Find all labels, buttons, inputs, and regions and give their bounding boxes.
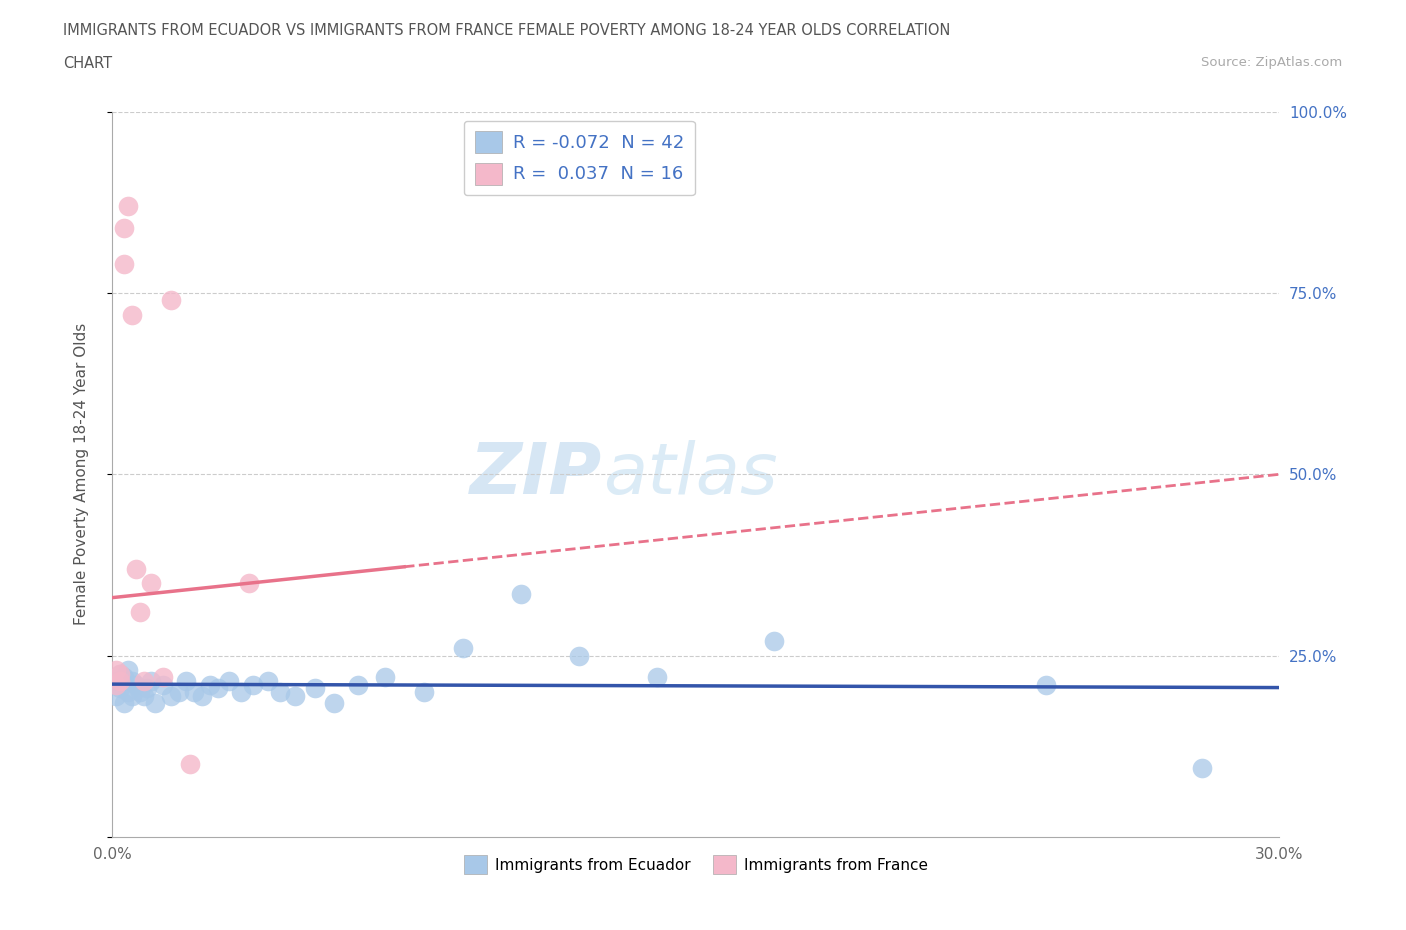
Point <box>128 604 150 619</box>
Point <box>110 666 132 681</box>
Point <box>568 648 591 663</box>
Point <box>762 633 785 648</box>
Point <box>112 220 135 235</box>
Point <box>141 673 163 688</box>
Point <box>183 684 205 699</box>
Point <box>152 677 174 692</box>
Point <box>117 198 139 213</box>
Point <box>143 696 166 711</box>
Point <box>207 681 229 696</box>
Point <box>242 677 264 692</box>
Point <box>132 688 155 703</box>
Point <box>125 677 148 692</box>
Point <box>132 673 155 688</box>
Text: atlas: atlas <box>603 440 778 509</box>
Point <box>141 576 163 591</box>
Point <box>105 688 128 703</box>
Point <box>167 684 190 699</box>
Text: ZIP: ZIP <box>471 440 603 509</box>
Point <box>346 677 368 692</box>
Point <box>218 673 240 688</box>
Point <box>112 670 135 684</box>
Point <box>229 684 252 699</box>
Point <box>110 673 132 688</box>
Point <box>105 677 128 692</box>
Point <box>323 696 346 711</box>
Point <box>1191 761 1213 776</box>
Point <box>125 561 148 576</box>
Point <box>128 684 150 699</box>
Point <box>191 688 214 703</box>
Point <box>121 307 143 322</box>
Point <box>152 670 174 684</box>
Point <box>374 670 396 684</box>
Legend: Immigrants from Ecuador, Immigrants from France: Immigrants from Ecuador, Immigrants from… <box>458 849 934 880</box>
Point <box>105 663 128 678</box>
Point <box>412 684 434 699</box>
Point <box>304 681 326 696</box>
Text: IMMIGRANTS FROM ECUADOR VS IMMIGRANTS FROM FRANCE FEMALE POVERTY AMONG 18-24 YEA: IMMIGRANTS FROM ECUADOR VS IMMIGRANTS FR… <box>63 23 950 38</box>
Point <box>238 576 260 591</box>
Point <box>198 677 221 692</box>
Point <box>645 670 668 684</box>
Point <box>509 587 531 602</box>
Point <box>105 673 128 688</box>
Point <box>112 257 135 272</box>
Y-axis label: Female Poverty Among 18-24 Year Olds: Female Poverty Among 18-24 Year Olds <box>75 324 89 626</box>
Text: Source: ZipAtlas.com: Source: ZipAtlas.com <box>1202 56 1343 69</box>
Point <box>176 673 198 688</box>
Point <box>117 684 139 699</box>
Point <box>112 696 135 711</box>
Text: CHART: CHART <box>63 56 112 71</box>
Point <box>121 673 143 688</box>
Point <box>269 684 291 699</box>
Point <box>110 666 132 681</box>
Point <box>121 688 143 703</box>
Point <box>117 663 139 678</box>
Point <box>160 293 183 308</box>
Point <box>451 641 474 656</box>
Point <box>179 757 201 772</box>
Point <box>160 688 183 703</box>
Point <box>110 681 132 696</box>
Point <box>284 688 307 703</box>
Point <box>1035 677 1057 692</box>
Point <box>136 681 159 696</box>
Point <box>257 673 280 688</box>
